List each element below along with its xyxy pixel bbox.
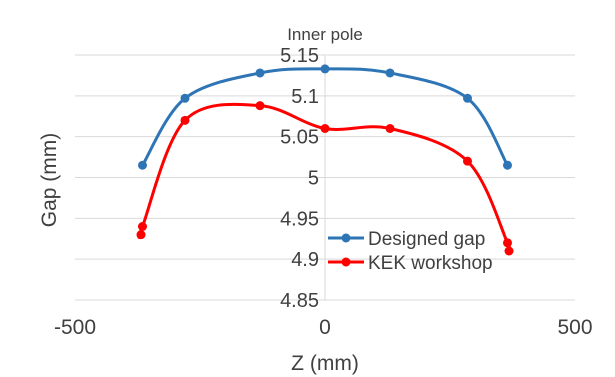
data-point <box>385 124 395 133</box>
data-point <box>136 230 146 240</box>
data-point <box>504 246 514 256</box>
chart-title: Inner pole <box>287 25 363 44</box>
y-tick-labels: 4.85 4.9 4.95 5 5.05 5.1 5.15 <box>280 45 319 312</box>
x-tick-label: 500 <box>557 316 592 339</box>
y-tick-label: 4.95 <box>280 208 319 230</box>
y-tick-label: 4.9 <box>291 249 319 271</box>
legend-swatch-marker <box>341 257 351 267</box>
data-point <box>180 93 190 103</box>
y-tick-label: 5.15 <box>280 45 319 67</box>
x-tick-label: -500 <box>54 316 96 339</box>
data-point <box>385 68 395 78</box>
data-point <box>320 124 330 133</box>
data-point <box>503 160 512 170</box>
legend-item-kek-workshop: KEK workshop <box>328 253 493 274</box>
data-point <box>463 156 472 166</box>
y-tick-label: 5.1 <box>291 86 319 108</box>
legend-label: KEK workshop <box>368 253 493 274</box>
data-point <box>138 160 147 170</box>
y-tick-label: 5.05 <box>280 127 319 149</box>
x-tick-label: 0 <box>319 316 331 339</box>
data-point <box>180 115 190 125</box>
data-point <box>138 222 147 231</box>
data-point <box>255 68 265 78</box>
y-axis-title: Gap (mm) <box>38 133 61 228</box>
legend-item-designed-gap: Designed gap <box>328 229 485 250</box>
data-point <box>320 64 330 74</box>
x-axis-title: Z (mm) <box>291 352 359 375</box>
x-tick-labels: -500 0 500 <box>54 316 593 339</box>
series-designed-gap <box>138 64 512 170</box>
legend: Designed gap KEK workshop <box>328 229 493 274</box>
y-tick-label: 4.85 <box>280 290 319 312</box>
data-point <box>255 101 265 111</box>
series-group <box>136 64 514 256</box>
legend-label: Designed gap <box>368 229 485 250</box>
series-kek-workshop <box>136 101 514 256</box>
data-point <box>503 238 512 248</box>
data-point <box>463 93 472 103</box>
y-tick-label: 5 <box>308 168 319 190</box>
legend-swatch-marker <box>341 233 351 243</box>
